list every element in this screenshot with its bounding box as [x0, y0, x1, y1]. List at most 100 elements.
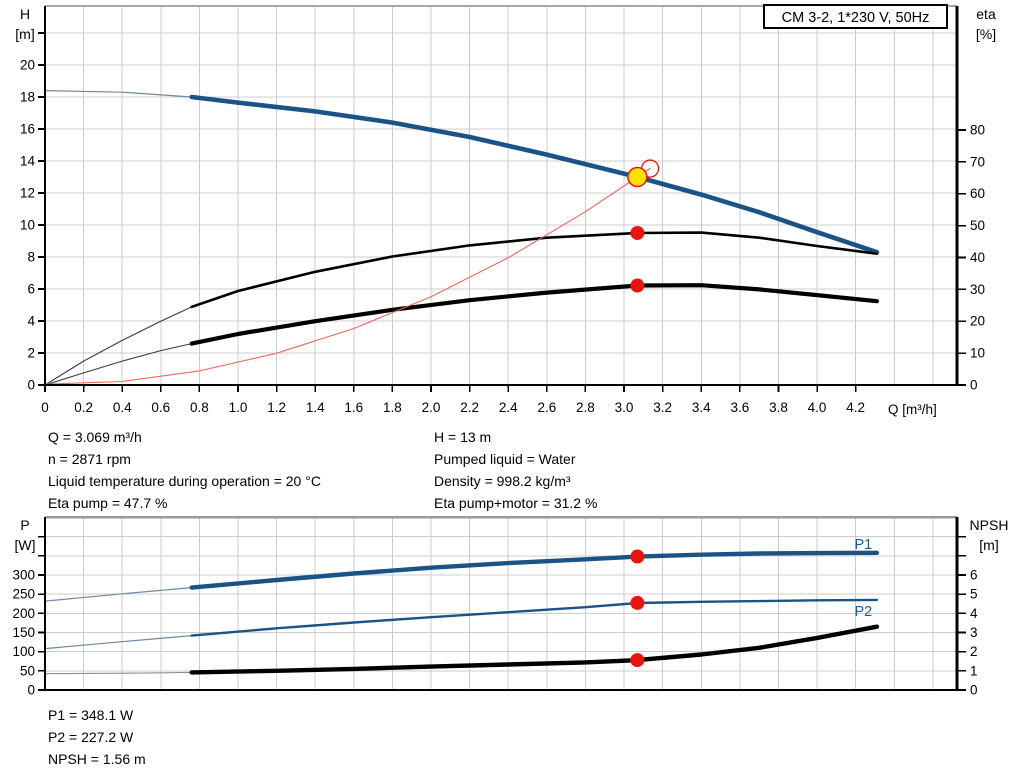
- h-axis-name: H: [19, 6, 31, 22]
- x-axis-tick-label: 1.4: [306, 400, 325, 415]
- p2-duty-point[interactable]: [630, 595, 645, 610]
- curve-p2-curve: [190, 598, 879, 637]
- info-p1: P1 = 348.1 W: [48, 707, 134, 723]
- q-axis-unit-label: Q [m³/h]: [888, 402, 937, 417]
- right-axis-tick-label: 40: [970, 250, 985, 265]
- curve-head-curve-thin: [44, 89, 193, 98]
- x-axis-tick-label: 3.0: [615, 400, 634, 415]
- x-axis-tick-label: 0.6: [151, 400, 170, 415]
- left-axis-tick-label: 150: [12, 625, 35, 640]
- info-eta-pump: Eta pump = 47.7 %: [48, 495, 168, 511]
- npsh-axis-title: NPSH [m]: [958, 515, 1020, 555]
- right-axis-tick-label: 30: [970, 282, 985, 297]
- info-npsh: NPSH = 1.56 m: [48, 751, 146, 767]
- info-eta-pump-motor: Eta pump+motor = 31.2 %: [434, 495, 598, 511]
- curve-p1-curve-thin: [44, 586, 193, 602]
- info-p2: P2 = 227.2 W: [48, 729, 134, 745]
- x-axis-tick-label: 0.4: [113, 400, 132, 415]
- left-axis-tick-label: 100: [12, 644, 35, 659]
- x-axis-tick-label: 2.6: [537, 400, 556, 415]
- info-flow: Q = 3.069 m³/h: [48, 429, 142, 445]
- pump-type-box: CM 3-2, 1*230 V, 50Hz: [763, 4, 948, 29]
- left-axis-tick-label: 300: [12, 567, 35, 582]
- info-pumped-liquid: Pumped liquid = Water: [434, 451, 576, 467]
- eta-pump-duty-point[interactable]: [630, 225, 645, 240]
- curve-eta-pump-motor-curve-thin: [44, 343, 193, 386]
- right-axis-tick-label: 0: [970, 683, 978, 698]
- right-axis-tick-label: 20: [970, 314, 985, 329]
- left-axis-tick-label: 16: [20, 122, 35, 137]
- x-axis-tick-label: 1.8: [383, 400, 402, 415]
- right-axis-tick-label: 6: [970, 567, 978, 582]
- x-axis-tick-label: 3.4: [692, 400, 711, 415]
- curve-npsh-curve-thin: [44, 671, 193, 675]
- x-axis-tick-label: 2.2: [460, 400, 479, 415]
- right-axis-tick-label: 1: [970, 663, 978, 678]
- right-axis-tick-label: 70: [970, 154, 985, 169]
- x-axis-tick-label: 0.8: [190, 400, 209, 415]
- right-axis-tick-label: 4: [970, 606, 978, 621]
- x-axis-tick-label: 2.4: [499, 400, 518, 415]
- eta-axis-title: eta [%]: [960, 4, 1012, 44]
- curve-eta-pump-motor-curve: [189, 283, 880, 346]
- x-axis-tick-label: 4.2: [846, 400, 865, 415]
- pump-type-label: CM 3-2, 1*230 V, 50Hz: [781, 10, 930, 26]
- left-axis-tick-label: 4: [27, 314, 35, 329]
- curve-eta-pump-curve: [190, 231, 879, 309]
- npsh-axis-name: NPSH: [969, 517, 1009, 533]
- x-axis-tick-label: 3.2: [653, 400, 672, 415]
- x-axis-tick-label: 1.2: [267, 400, 286, 415]
- curve-npsh-curve: [189, 624, 880, 675]
- x-axis-tick-label: 2.0: [422, 400, 441, 415]
- right-axis-tick-label: 5: [970, 587, 978, 602]
- left-axis-tick-label: 20: [20, 58, 35, 73]
- right-axis-tick-label: 0: [970, 378, 978, 393]
- left-axis-tick-label: 2: [27, 346, 35, 361]
- left-axis-tick-label: 8: [27, 250, 35, 265]
- x-axis-tick-label: 1.0: [229, 400, 248, 415]
- left-axis-tick-label: 14: [20, 154, 36, 169]
- curve-eta-pump-curve-thin: [44, 306, 193, 386]
- curve-p2-curve-thin: [44, 634, 193, 650]
- info-speed: n = 2871 rpm: [48, 451, 131, 467]
- x-axis-tick-label: 4.0: [808, 400, 827, 415]
- p-axis-title: P [W]: [6, 515, 44, 555]
- x-axis-tick-label: 0: [41, 400, 49, 415]
- left-axis-tick-label: 200: [12, 606, 35, 621]
- left-axis-tick-label: 18: [20, 90, 35, 105]
- curve-system-curve: [44, 167, 651, 385]
- duty-point[interactable]: [627, 166, 648, 188]
- h-axis-unit: [m]: [15, 26, 35, 42]
- left-axis-tick-label: 50: [20, 663, 35, 678]
- curve-p1-curve: [189, 550, 880, 590]
- x-axis-tick-label: 2.8: [576, 400, 595, 415]
- x-axis-tick-label: 3.6: [730, 400, 749, 415]
- curve-head-curve: [189, 94, 880, 255]
- left-axis-tick-label: 6: [27, 282, 35, 297]
- duty-info-right-column: H = 13 m Pumped liquid = Water Density =…: [434, 426, 597, 514]
- right-axis-tick-label: 50: [970, 218, 985, 233]
- info-liquid-temperature: Liquid temperature during operation = 20…: [48, 473, 321, 489]
- p-axis-name: P: [20, 517, 30, 533]
- right-axis-tick-label: 3: [970, 625, 978, 640]
- p1-duty-point[interactable]: [630, 549, 645, 564]
- eta-pump-motor-duty-point[interactable]: [630, 278, 645, 293]
- right-axis-tick-label: 60: [970, 186, 985, 201]
- info-density: Density = 998.2 kg/m³: [434, 473, 571, 489]
- p-axis-unit: [W]: [14, 537, 36, 553]
- x-axis-tick-label: 0.2: [74, 400, 93, 415]
- left-axis-tick-label: 10: [20, 218, 35, 233]
- series-label-P1: P1: [855, 537, 873, 553]
- info-head: H = 13 m: [434, 429, 492, 445]
- eta-axis-unit: [%]: [975, 26, 997, 42]
- left-axis-tick-label: 0: [27, 683, 35, 698]
- right-axis-tick-label: 10: [970, 346, 985, 361]
- npsh-duty-point[interactable]: [630, 653, 645, 668]
- x-axis-tick-label: 1.6: [344, 400, 363, 415]
- h-axis-title: H [m]: [6, 4, 44, 44]
- x-axis-tick-label: 3.8: [769, 400, 788, 415]
- eta-axis-name: eta: [976, 6, 996, 22]
- right-axis-tick-label: 2: [970, 644, 978, 659]
